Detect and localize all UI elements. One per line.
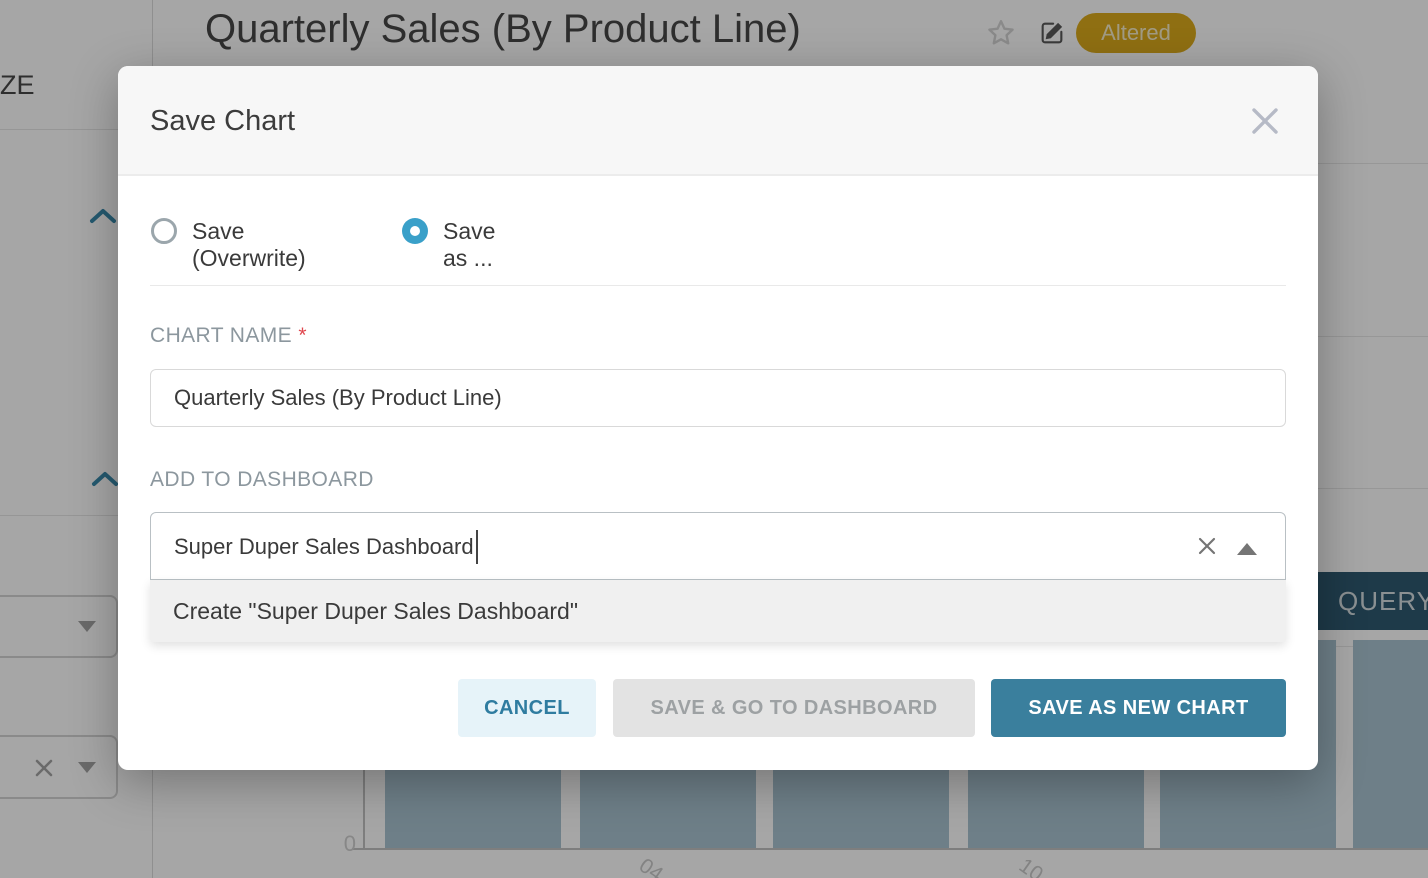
x-axis-line [352,848,1428,850]
select-caret-down-icon[interactable] [78,621,96,632]
modal-title: Save Chart [150,104,296,137]
chart-name-input[interactable] [150,369,1286,427]
create-dashboard-option[interactable]: Create "Super Duper Sales Dashboard" [150,580,1286,642]
dashboard-combobox-text: Super Duper Sales Dashboard [174,534,474,559]
y-axis-line [363,766,365,850]
save-as-new-chart-button[interactable]: SAVE AS NEW CHART [991,679,1286,737]
create-dashboard-option-label: Create "Super Duper Sales Dashboard" [173,597,578,624]
chart-title: Quarterly Sales (By Product Line) [205,7,801,51]
select-clear-icon[interactable] [33,757,55,779]
modal-header: Save Chart [118,66,1318,176]
text-cursor [475,530,478,564]
dashboard-combobox-value[interactable]: Super Duper Sales Dashboard [174,513,478,581]
edit-pencil-icon[interactable] [1038,19,1066,47]
radio-save-as-label[interactable]: Save as ... [443,218,496,271]
panel-divider [0,129,152,130]
save-chart-modal: Save Chart Save (Overwrite) Save as ... … [118,66,1318,770]
modal-divider [150,285,1286,286]
altered-badge[interactable]: Altered [1076,13,1196,53]
combobox-caret-up-icon[interactable] [1237,543,1257,555]
y-axis-tick-label: 0 [343,831,356,856]
radio-save-overwrite-label[interactable]: Save (Overwrite) [192,218,306,271]
control-select[interactable] [0,735,118,799]
required-asterisk: * [298,324,307,347]
clear-selection-icon[interactable] [1197,536,1217,556]
add-to-dashboard-label: ADD TO DASHBOARD [150,468,374,491]
radio-save-as[interactable] [402,218,428,244]
chart-bar [1353,640,1428,848]
altered-badge-label: Altered [1101,20,1171,45]
section-collapse-chevron-up-icon[interactable] [90,469,120,489]
save-and-go-to-dashboard-button[interactable]: SAVE & GO TO DASHBOARD [613,679,975,737]
run-query-button[interactable]: QUERY [1318,572,1428,630]
close-icon[interactable] [1250,106,1280,136]
control-select[interactable] [0,595,118,658]
radio-save-overwrite[interactable] [151,218,177,244]
section-collapse-chevron-up-icon[interactable] [88,206,118,226]
dashboard-combobox[interactable]: Super Duper Sales Dashboard [150,512,1286,580]
chart-name-label: CHART NAME * [150,324,307,348]
query-button-label: QUERY [1338,585,1428,616]
cancel-button[interactable]: CANCEL [458,679,596,737]
select-caret-down-icon[interactable] [78,762,96,773]
chart-name-label-text: CHART NAME [150,324,293,347]
star-icon[interactable] [985,17,1017,49]
customize-tab-label-fragment[interactable]: ZE [0,70,35,100]
panel-divider [0,515,152,516]
